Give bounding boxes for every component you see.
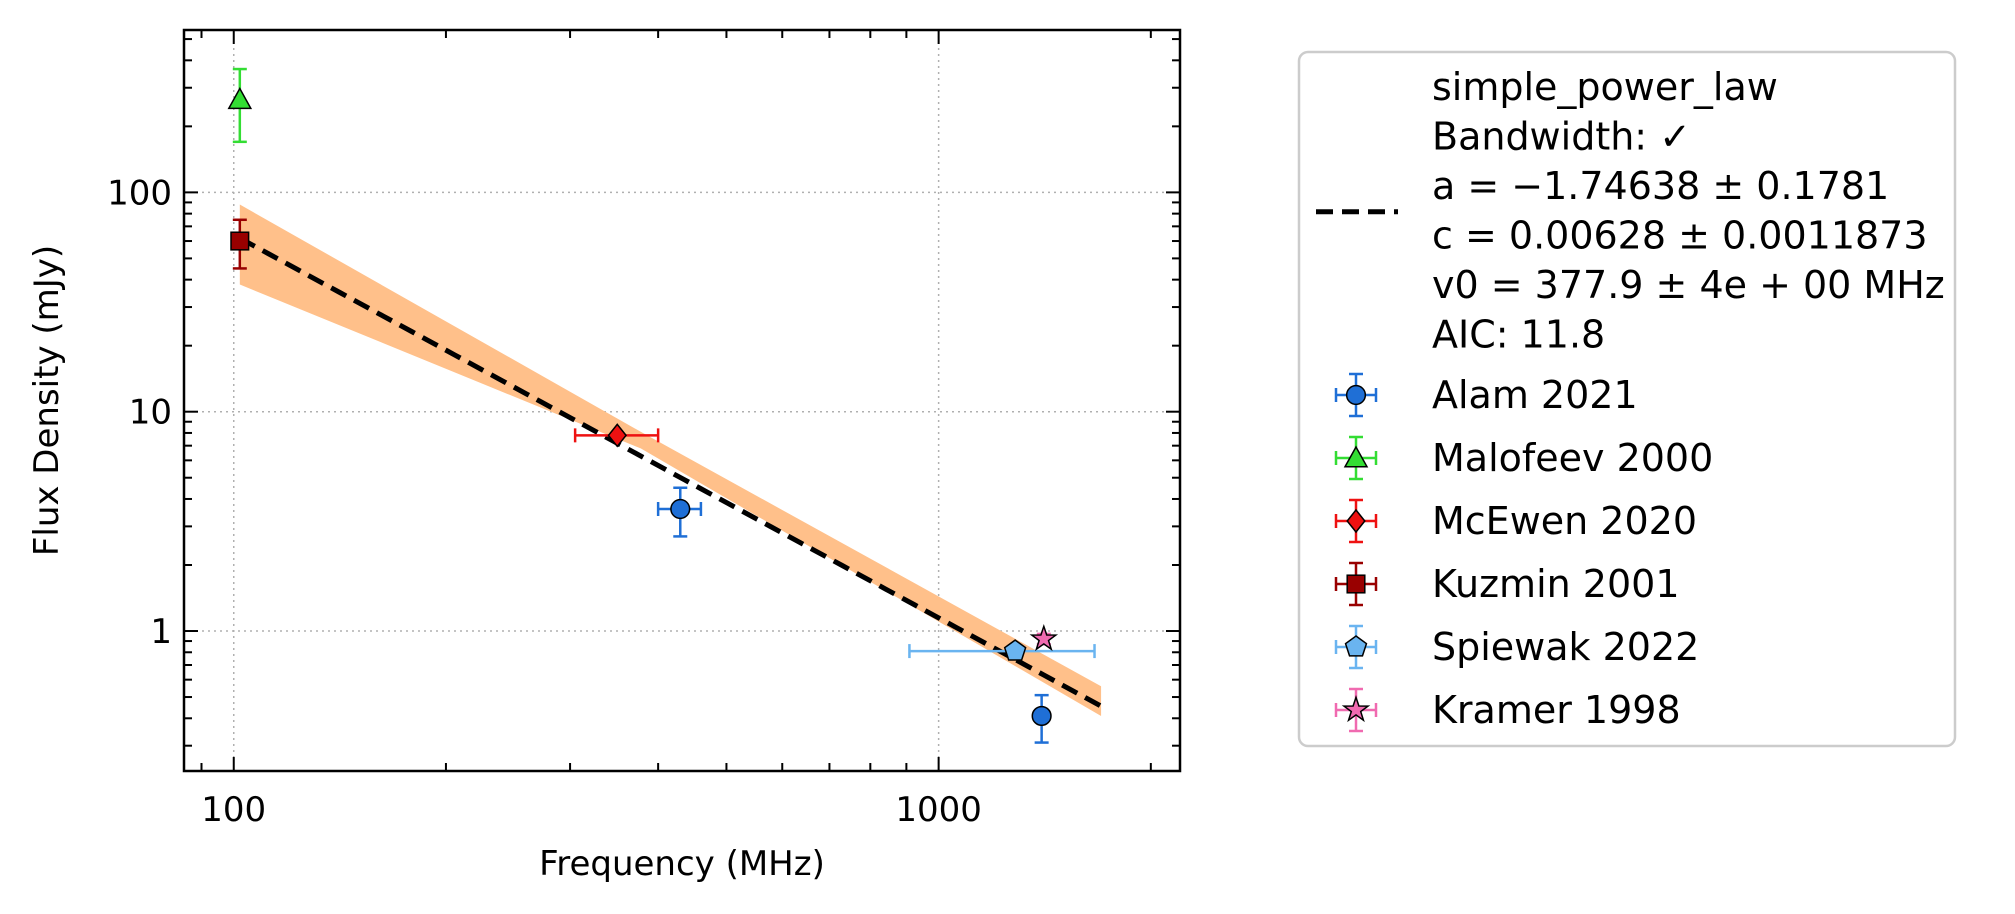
legend-fit-text-line: a = −1.74638 ± 0.1781 [1432, 164, 1889, 208]
fit-uncertainty-band [239, 204, 1102, 716]
legend-marker [1344, 635, 1368, 657]
plot-frame [182, 28, 1182, 773]
legend-marker [1345, 384, 1367, 406]
fit-band-layer [239, 204, 1102, 716]
series-mcewen-2020 [573, 423, 660, 448]
axis-ticks [184, 30, 1180, 771]
y-axis-label: Flux Density (mJy) [27, 245, 67, 556]
x-tick-label: 100 [201, 790, 266, 830]
series-alam-2021 [656, 486, 1052, 744]
legend-fit-text-line: AIC: 11.8 [1432, 313, 1605, 357]
series-kramer-1998 [1029, 623, 1059, 652]
legend-label: McEwen 2020 [1432, 499, 1697, 543]
x-tick-label: 1000 [895, 790, 982, 830]
data-point [227, 87, 253, 110]
legend-marker [1346, 508, 1366, 534]
legend-label: Kuzmin 2001 [1432, 562, 1680, 606]
x-axis-label: Frequency (MHz) [539, 844, 825, 884]
legend: simple_power_law Bandwidth: ✓ a = −1.74638… [1297, 50, 1957, 748]
legend-fit-text-line: Bandwidth: ✓ [1432, 115, 1691, 159]
data-point [230, 231, 250, 251]
legend-fit-text-line: simple_power_law [1432, 65, 1778, 109]
grid-lines [184, 30, 1180, 771]
series-kuzmin-2001 [230, 218, 250, 270]
fit-line-layer [238, 235, 1103, 709]
data-point [1029, 623, 1059, 652]
legend-marker [1346, 574, 1366, 594]
y-tick-label: 1 [150, 612, 172, 652]
legend-marker [1341, 694, 1371, 723]
legend-fit-text-line: c = 0.00628 ± 0.0011873 [1432, 214, 1928, 258]
series-spiewak-2022 [908, 639, 1096, 661]
legend-label: Malofeev 2000 [1432, 436, 1713, 480]
tick-labels: 100 1000 1 10 100 [107, 173, 982, 830]
legend-label: Alam 2021 [1432, 373, 1638, 417]
data-points-layer [227, 67, 1096, 744]
y-tick-label: 100 [107, 173, 172, 213]
legend-label: Kramer 1998 [1432, 688, 1681, 732]
data-point [670, 498, 691, 520]
legend-marker [1343, 445, 1369, 468]
data-point [607, 423, 628, 448]
legend-fit-text-line: v0 = 377.9 ± 4e + 00 MHz [1432, 263, 1945, 307]
data-point [1003, 639, 1027, 661]
legend-label: Spiewak 2022 [1432, 625, 1699, 669]
legend-box [1297, 50, 1957, 748]
fit-line [238, 235, 1103, 709]
y-tick-label: 10 [129, 393, 172, 433]
series-malofeev-2000 [227, 67, 253, 144]
legend-items: simple_power_law Bandwidth: ✓ a = −1.74638… [1316, 65, 1945, 733]
data-point [1031, 705, 1052, 727]
